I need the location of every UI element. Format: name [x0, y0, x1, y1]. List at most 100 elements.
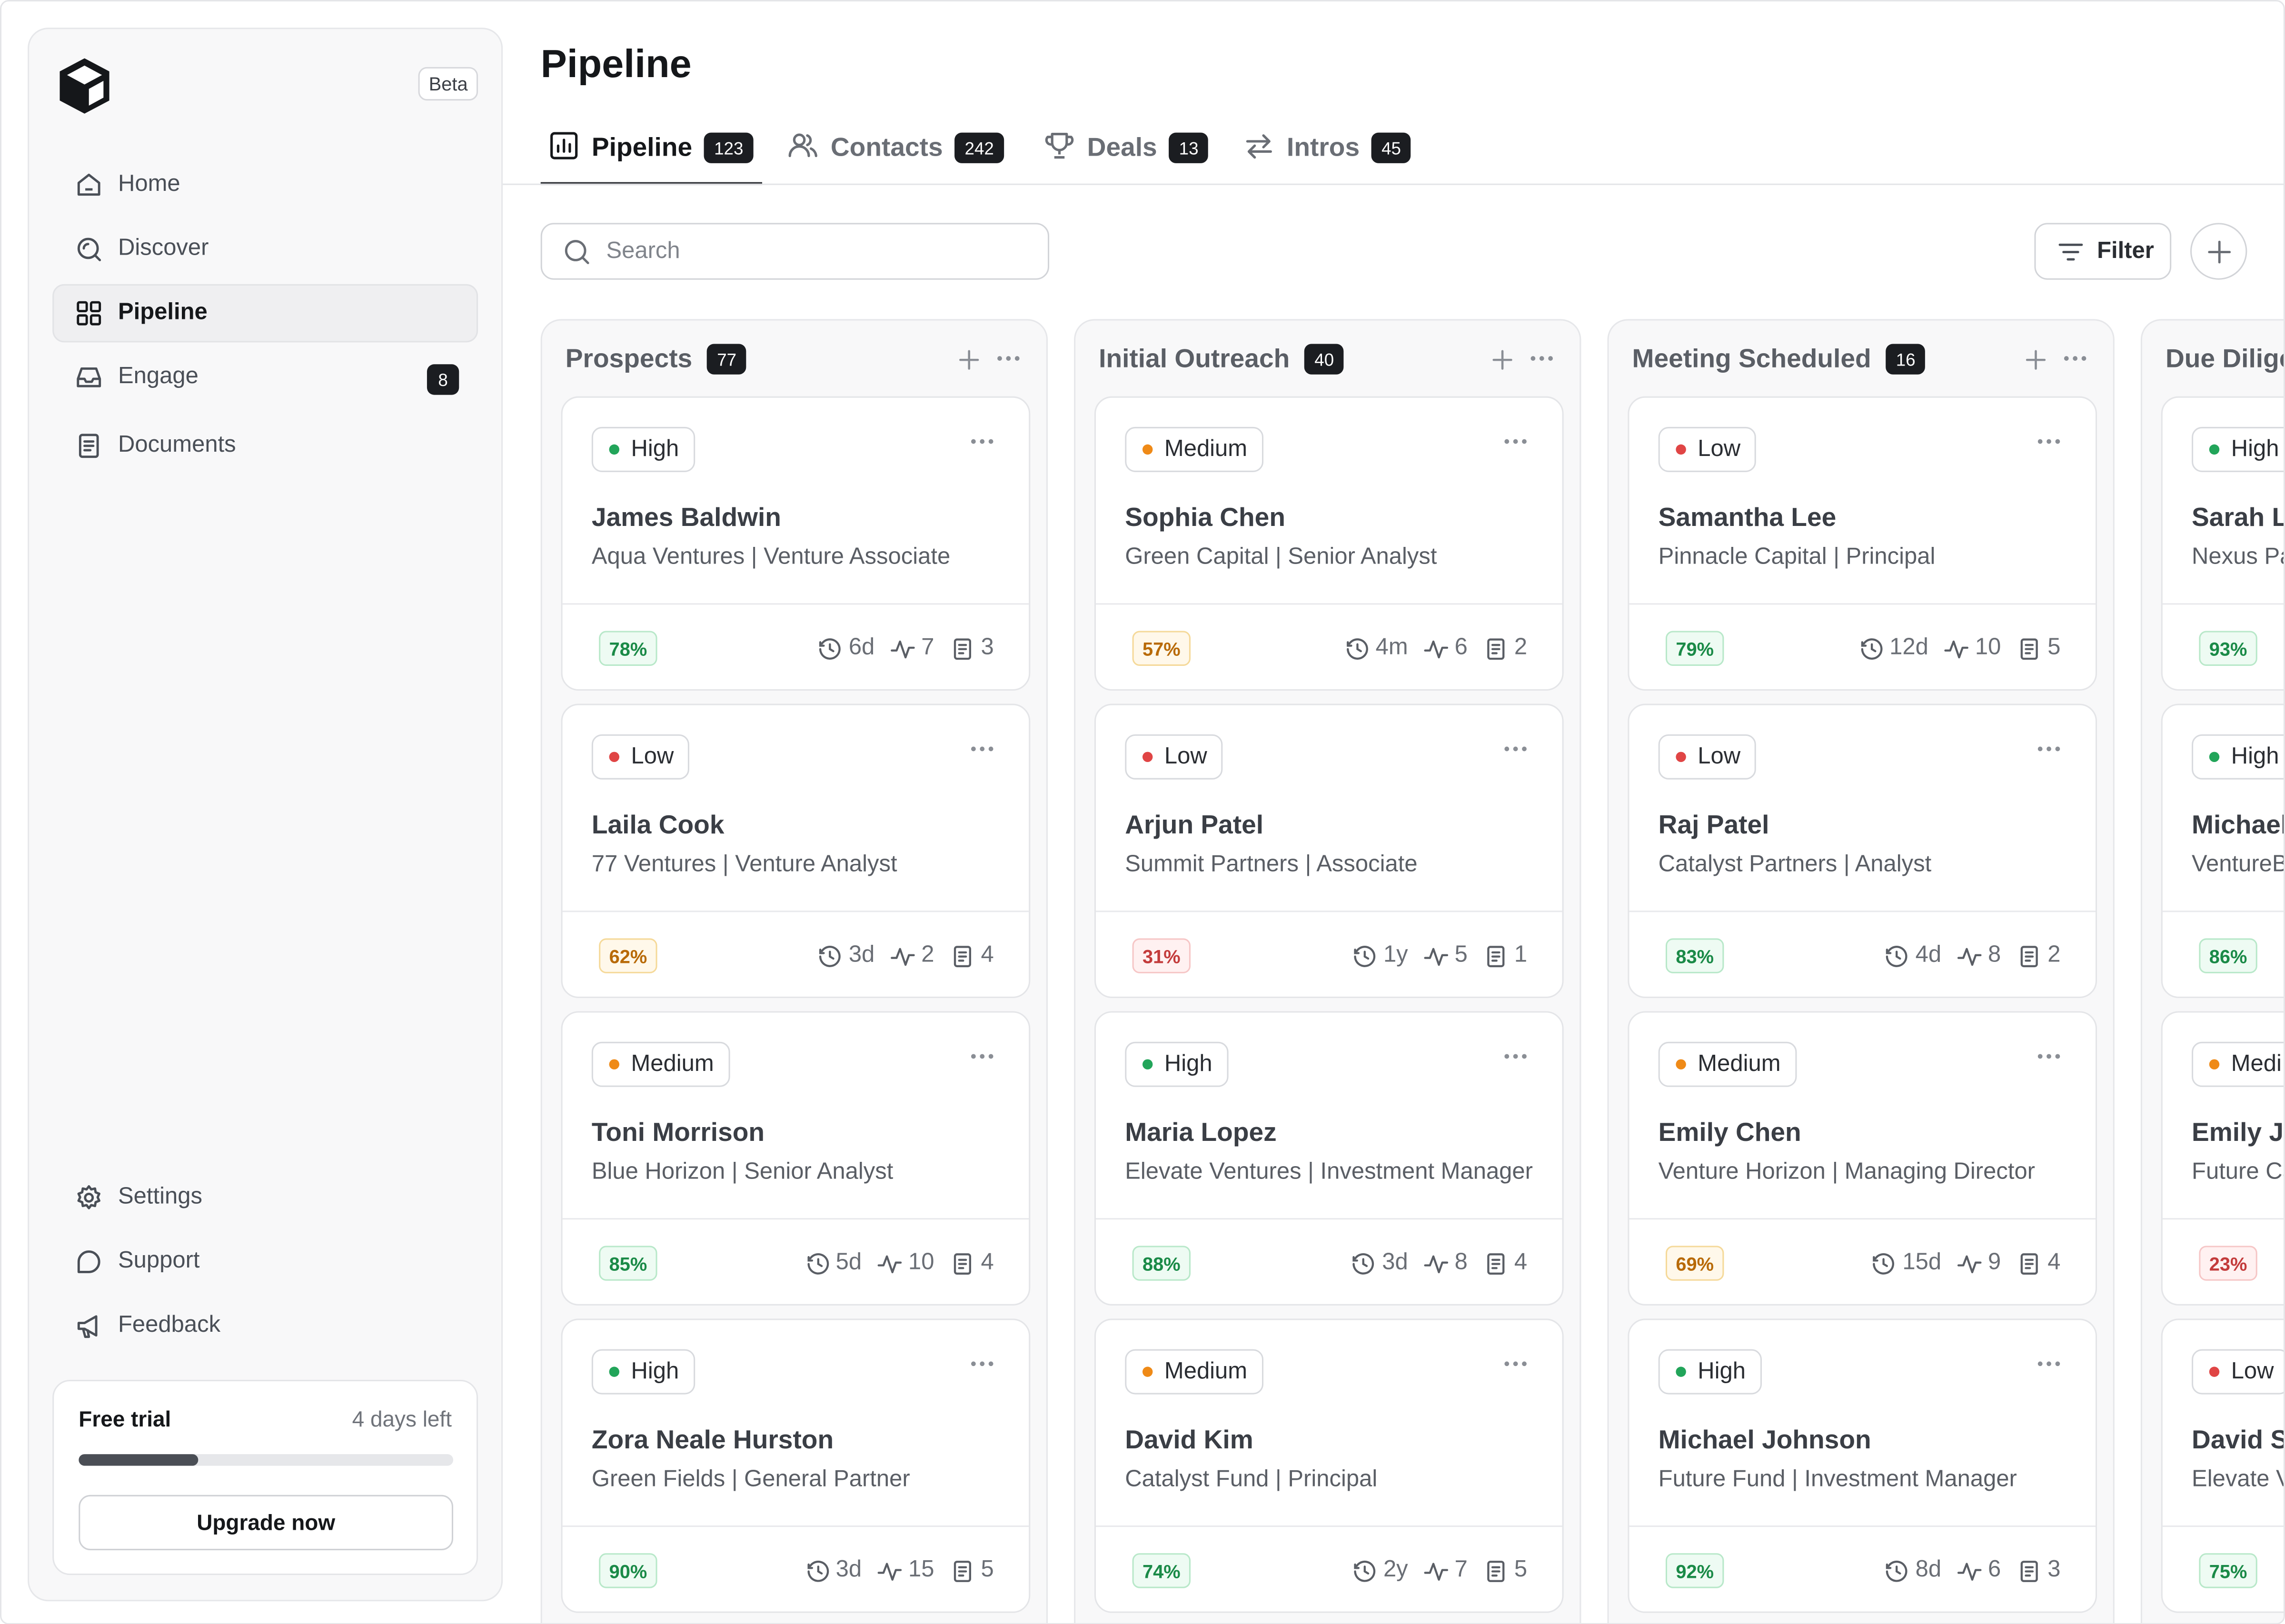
document-icon — [2017, 1251, 2047, 1276]
add-card-plus-icon[interactable] — [956, 347, 982, 373]
contact-card[interactable]: Medium Toni Morrison Blue Horizon | Senior… — [561, 1011, 1031, 1306]
activity-pulse-icon — [878, 1558, 908, 1583]
documents-value: 4 — [1514, 1250, 1528, 1275]
activity-value: 8 — [1988, 942, 2001, 968]
nav-item-settings[interactable]: Settings — [52, 1168, 478, 1227]
contact-company-role: Green Fields | General Partner — [592, 1467, 910, 1494]
nav-item-documents[interactable]: Documents — [52, 417, 478, 475]
nav-item-pipeline[interactable]: Pipeline — [52, 284, 478, 343]
priority-label: Medi — [2231, 1051, 2282, 1076]
card-more-icon[interactable] — [968, 737, 997, 761]
contact-card[interactable]: Low Raj Patel Catalyst Partners | Analyst 8… — [1628, 703, 2097, 998]
contact-card[interactable]: High James Baldwin Aqua Ventures | Venture… — [561, 396, 1031, 691]
add-card-plus-icon[interactable] — [1490, 347, 1516, 373]
contact-card[interactable]: High Michael VentureB 86% — [2161, 703, 2284, 998]
priority-dot — [2209, 1059, 2220, 1069]
nav-label: Support — [118, 1248, 200, 1274]
contact-role: Principal — [1846, 545, 1936, 570]
contact-role: Investment Manager — [1320, 1159, 1533, 1185]
card-more-icon[interactable] — [1501, 430, 1530, 453]
activity-value: 5 — [1454, 942, 1468, 968]
match-score-badge: 31% — [1132, 938, 1191, 973]
sidebar: Beta Home Discover Pipeline Engage 8 — [28, 28, 503, 1602]
contact-card[interactable]: Low David S Elevate V 75% — [2161, 1318, 2284, 1613]
tab-contacts[interactable]: Contacts 242 — [787, 124, 1004, 185]
column-more-icon[interactable] — [2061, 347, 2087, 373]
priority-label: High — [2231, 436, 2279, 461]
activity-pulse-icon — [1424, 1558, 1454, 1583]
card-more-icon[interactable] — [2034, 430, 2063, 453]
kanban-column: Prospects 77 High James Baldwin Aqua Venture… — [540, 319, 1048, 1624]
activity-value: 6 — [1454, 635, 1468, 660]
activity-stat: 6 — [1957, 1557, 2001, 1584]
card-more-icon[interactable] — [968, 1352, 997, 1376]
contact-role: Venture Associate — [764, 545, 951, 570]
nav-item-support[interactable]: Support — [52, 1233, 478, 1291]
contact-card[interactable]: Low Laila Cook 77 Ventures | Venture Analy… — [561, 703, 1031, 998]
priority-label: Medium — [631, 1051, 714, 1076]
contact-company: Summit Partners — [1125, 852, 1299, 877]
nav-item-engage[interactable]: Engage 8 — [52, 348, 478, 406]
activity-pulse-icon — [1957, 1251, 1988, 1276]
column-more-icon[interactable] — [994, 347, 1020, 373]
priority-dot — [609, 1367, 620, 1377]
activity-value: 6 — [1988, 1557, 2001, 1583]
contact-card[interactable]: Medium Sophia Chen Green Capital | Senior … — [1094, 396, 1564, 691]
card-divider — [1629, 1525, 2096, 1527]
contact-role: Managing Director — [1844, 1159, 2036, 1185]
documents-value: 5 — [981, 1557, 994, 1583]
contact-card[interactable]: Low Samantha Lee Pinnacle Capital | Princi… — [1628, 396, 2097, 691]
contact-card[interactable]: High Maria Lopez Elevate Ventures | Invest… — [1094, 1011, 1564, 1306]
card-more-icon[interactable] — [1501, 737, 1530, 761]
contact-card[interactable]: Medium David Kim Catalyst Fund | Principal… — [1094, 1318, 1564, 1613]
nav-item-feedback[interactable]: Feedback — [52, 1297, 478, 1355]
history-clock-icon — [1859, 636, 1889, 661]
contact-card[interactable]: High Michael Johnson Future Fund | Investm… — [1628, 1318, 2097, 1613]
last-contact-value: 3d — [835, 1557, 862, 1583]
add-card-plus-icon[interactable] — [2023, 347, 2049, 373]
nav-item-discover[interactable]: Discover — [52, 220, 478, 278]
contact-card[interactable]: Low Arjun Patel Summit Partners | Associat… — [1094, 703, 1564, 998]
card-divider — [1096, 1525, 1562, 1527]
contact-card[interactable]: High Sarah L Nexus Pa 93% — [2161, 396, 2284, 691]
last-contact-value: 5d — [835, 1250, 862, 1275]
search-input[interactable] — [606, 238, 1014, 265]
tab-pipeline[interactable]: Pipeline 123 — [540, 124, 763, 185]
tab-intros[interactable]: Intros 45 — [1243, 124, 1411, 185]
card-more-icon[interactable] — [968, 430, 997, 453]
contact-card[interactable]: High Zora Neale Hurston Green Fields | Gen… — [561, 1318, 1031, 1613]
support-chat-icon — [74, 1247, 103, 1276]
card-more-icon[interactable] — [1501, 1352, 1530, 1376]
documents-value: 5 — [1514, 1557, 1528, 1583]
separator: | — [1269, 1467, 1288, 1492]
tab-deals[interactable]: Deals 13 — [1043, 124, 1209, 185]
add-button[interactable] — [2190, 223, 2247, 280]
card-more-icon[interactable] — [2034, 737, 2063, 761]
card-more-icon[interactable] — [968, 1045, 997, 1068]
nav-label: Pipeline — [118, 300, 208, 325]
contact-company: Green Fields — [591, 1467, 725, 1492]
history-clock-icon — [1353, 943, 1383, 968]
contact-company: Venture Horizon — [1658, 1159, 1826, 1185]
last-contact-stat: 1y — [1353, 943, 1408, 969]
upgrade-button[interactable]: Upgrade now — [79, 1495, 454, 1551]
card-more-icon[interactable] — [2034, 1352, 2063, 1376]
match-score-badge: 78% — [599, 631, 657, 666]
column-more-icon[interactable] — [1527, 347, 1553, 373]
contact-role: Venture Analyst — [735, 852, 897, 877]
contact-card[interactable]: Medium Emily Chen Venture Horizon | Managi… — [1628, 1011, 2097, 1306]
logo-cube-icon[interactable] — [52, 54, 117, 118]
card-more-icon[interactable] — [2034, 1045, 2063, 1068]
activity-pulse-icon — [1424, 943, 1454, 968]
trial-progress-bar — [79, 1454, 454, 1466]
column-header: Prospects 77 — [566, 344, 747, 375]
filter-button[interactable]: Filter — [2034, 223, 2172, 280]
last-contact-value: 15d — [1902, 1250, 1942, 1275]
nav-item-home[interactable]: Home — [52, 156, 478, 214]
documents-value: 4 — [981, 942, 994, 968]
card-more-icon[interactable] — [1501, 1045, 1530, 1068]
priority-label: Medium — [1164, 436, 1248, 461]
search-icon — [563, 237, 592, 266]
search-box[interactable] — [540, 223, 1050, 280]
contact-card[interactable]: Medi Emily Jo Future Ca 23% — [2161, 1011, 2284, 1306]
